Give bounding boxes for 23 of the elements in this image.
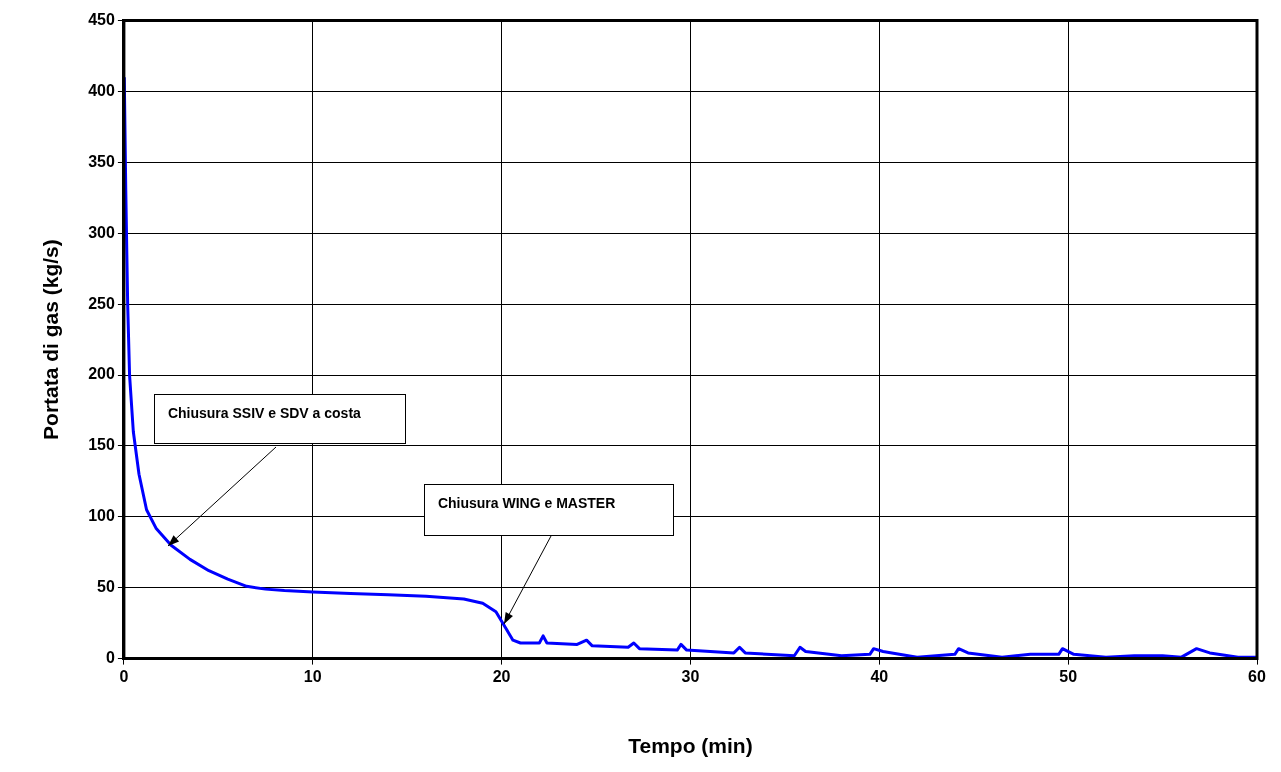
x-tick-label: 60 — [1248, 667, 1266, 685]
x-axis-title: Tempo (min) — [628, 734, 753, 758]
note-box: Chiusura SSIV e SDV a costa — [153, 393, 406, 444]
y-axis-title: Portata di gas (kg/s) — [39, 239, 63, 440]
annotation: Chiusura WING e MASTER — [437, 494, 616, 511]
y-tick-label: 400 — [88, 81, 115, 99]
x-tick-label: 30 — [681, 667, 700, 685]
y-tick-label: 50 — [97, 578, 115, 596]
y-tick-label: 200 — [88, 365, 115, 383]
y-tick-label: 100 — [88, 507, 115, 525]
y-tick-label: 300 — [88, 223, 115, 241]
x-tick-label: 20 — [492, 667, 511, 685]
y-tick-label: 350 — [88, 152, 115, 170]
x-tick-label: 10 — [303, 667, 322, 685]
y-tick-label: 250 — [88, 294, 115, 312]
y-tick-label: 150 — [88, 436, 115, 454]
y-tick-label: 450 — [88, 11, 115, 29]
x-tick-label: 40 — [870, 667, 889, 685]
x-tick-label: 0 — [119, 667, 129, 685]
y-tick-label: 0 — [105, 649, 115, 667]
x-tick-label: 50 — [1059, 667, 1078, 685]
note-box: Chiusura WING e MASTER — [423, 483, 674, 536]
annotation: Chiusura SSIV e SDV a costa — [167, 404, 361, 421]
